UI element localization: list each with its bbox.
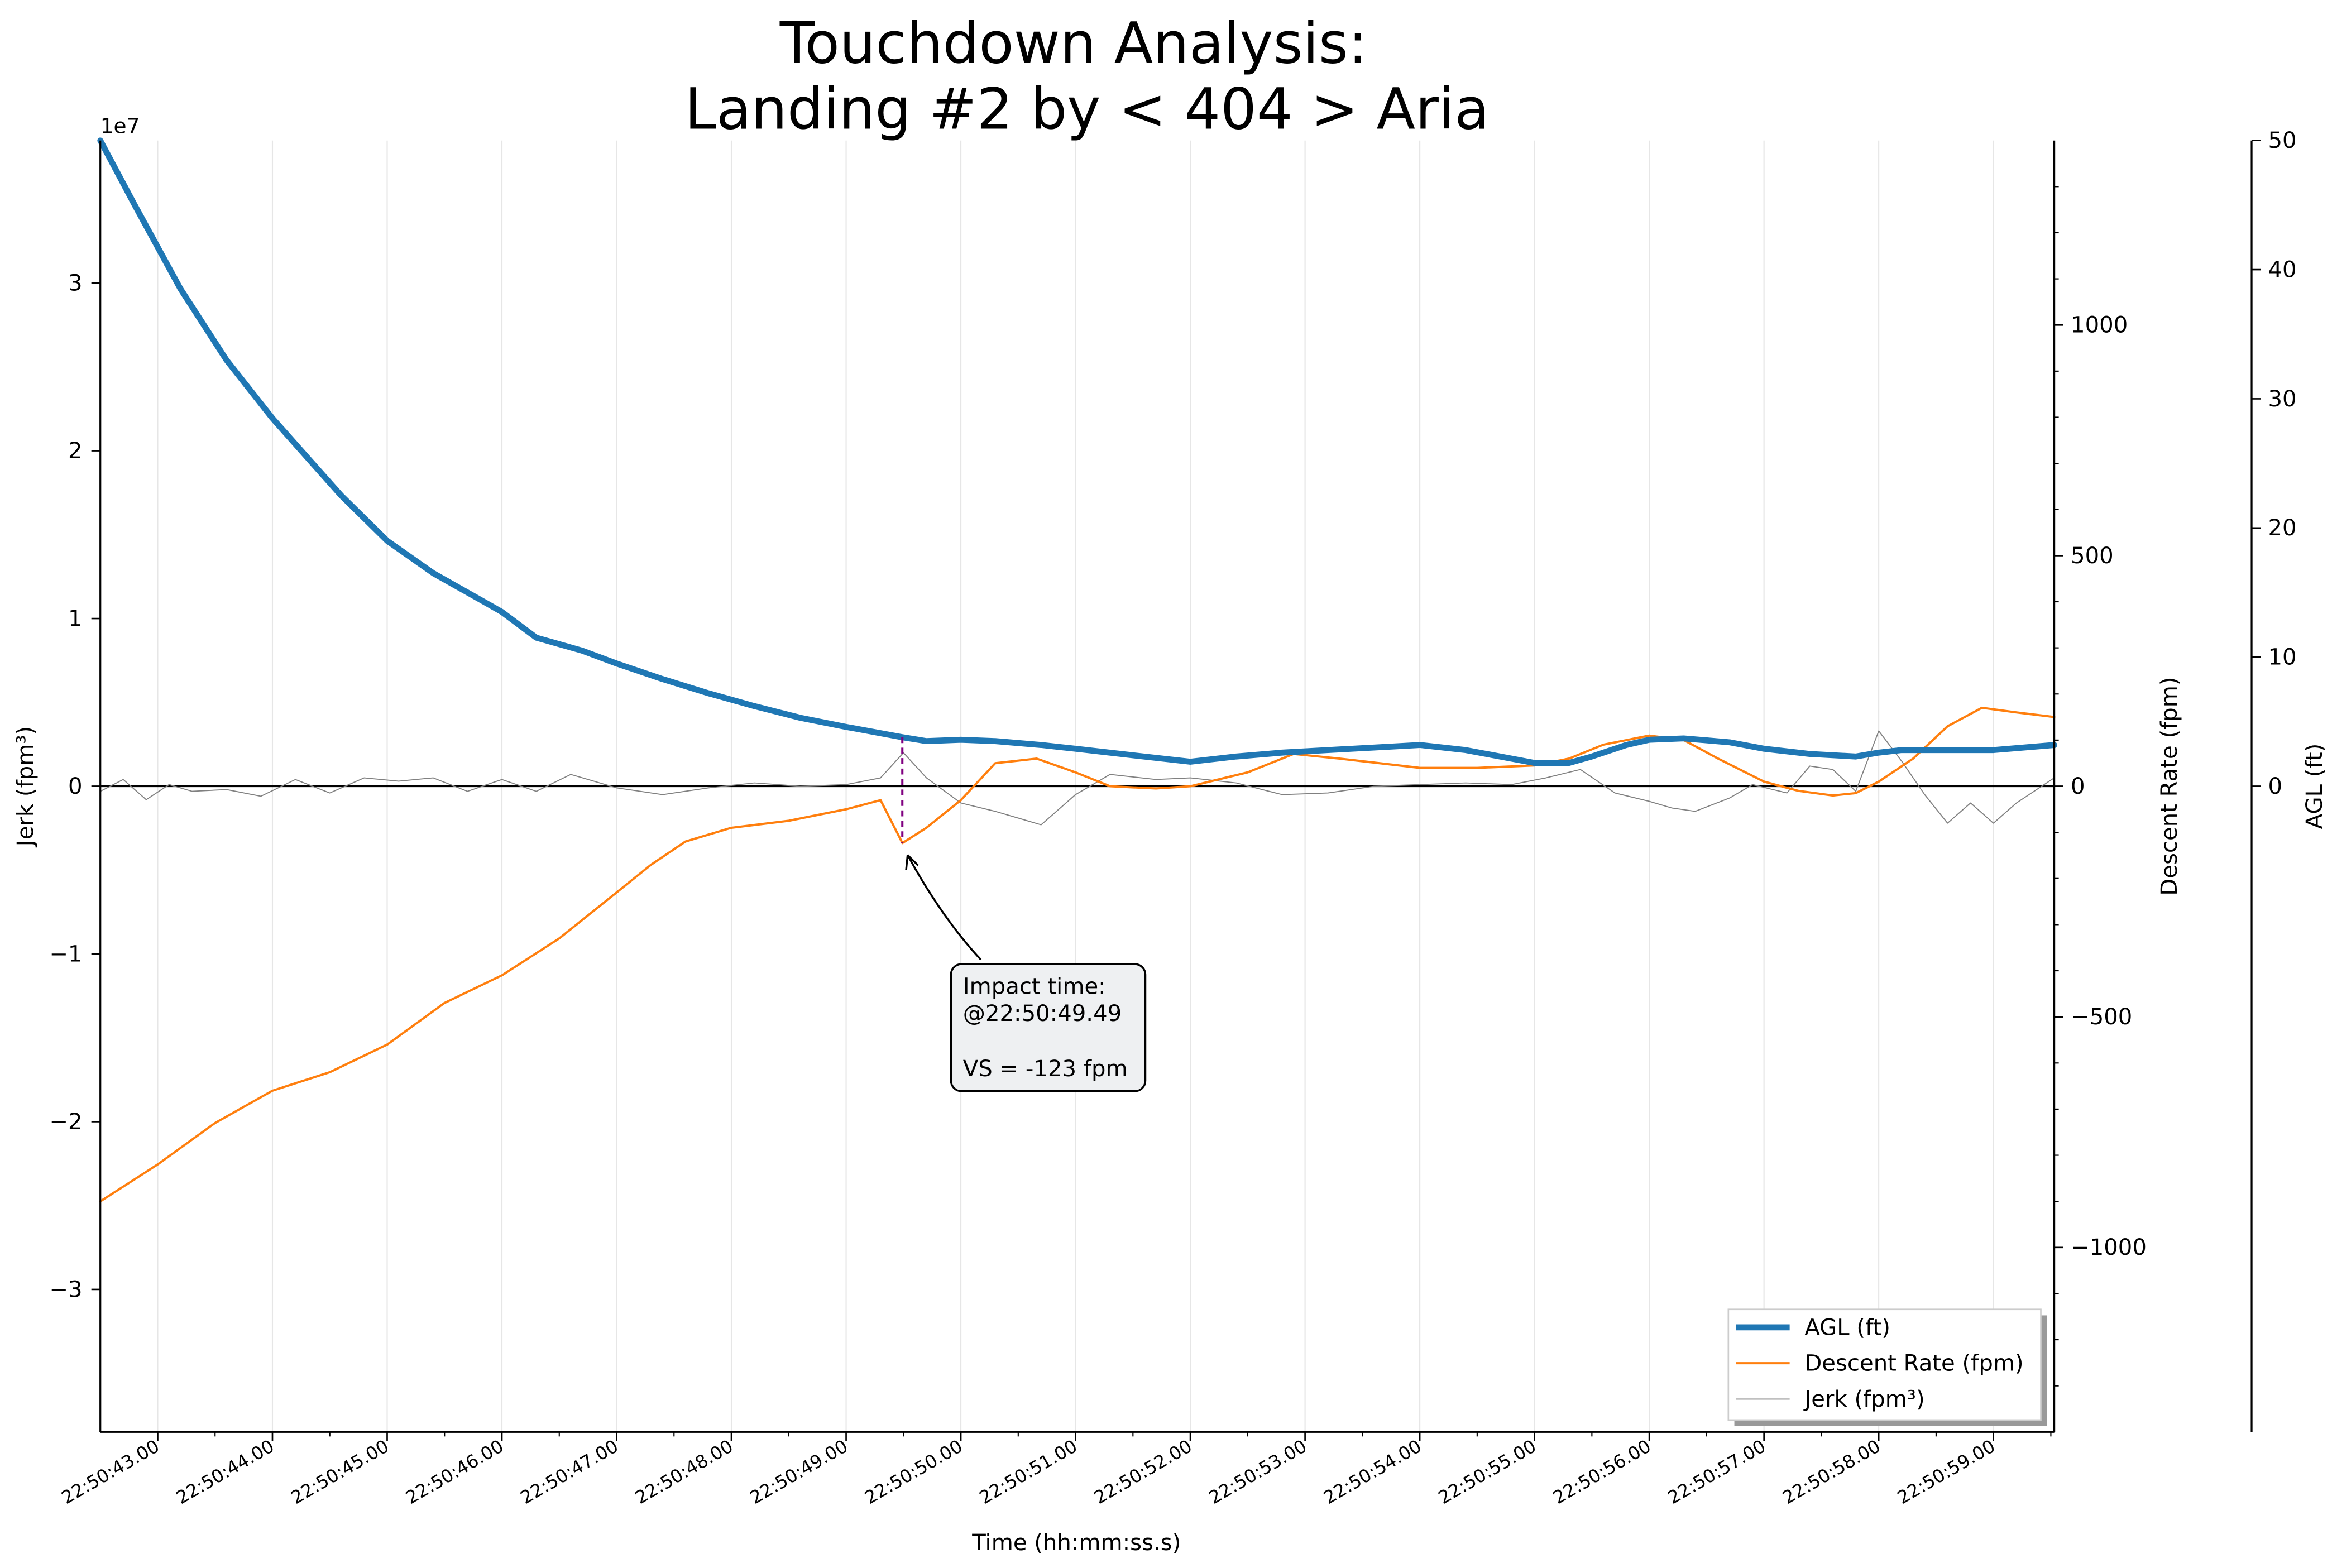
legend-label-descent: Descent Rate (fpm) <box>1804 1351 2023 1377</box>
descent-tick-label: 500 <box>2071 543 2114 569</box>
jerk-tick-label: −1 <box>49 941 82 967</box>
agl-axis-label: AGL (ft) <box>2302 744 2328 829</box>
x-tick-label: 22:50:48.00 <box>631 1435 736 1508</box>
x-tick-label: 22:50:55.00 <box>1435 1435 1540 1508</box>
axes-layer: 22:50:43.00 22:50:44.00 22:50:45.00 22:50:4… <box>49 128 2296 1508</box>
x-tick-label: 22:50:52.00 <box>1090 1435 1195 1508</box>
jerk-tick-label: 3 <box>68 270 83 296</box>
chart-title-line1: Touchdown Analysis: <box>779 10 1367 76</box>
x-tick-label: 22:50:56.00 <box>1549 1435 1654 1508</box>
x-tick-label: 22:50:59.00 <box>1894 1435 1999 1508</box>
impact-time: @22:50:49.49 <box>963 1001 1122 1027</box>
x-tick-label: 22:50:49.00 <box>746 1435 851 1508</box>
series-line-descent <box>99 706 2056 1203</box>
agl-tick-label: 10 <box>2268 645 2297 670</box>
jerk-tick-label: −3 <box>49 1277 82 1302</box>
jerk-tick-label: 1 <box>68 606 83 631</box>
jerk-axis-label: Jerk (fpm³) <box>13 726 39 848</box>
x-tick-label: 22:50:47.00 <box>517 1435 622 1508</box>
series-line-jerk <box>99 730 2055 826</box>
legend: AGL (ft) Descent Rate (fpm) Jerk (fpm³) <box>1727 1308 2047 1426</box>
legend-label-agl: AGL (ft) <box>1804 1315 1890 1340</box>
x-axis-label: Time (hh:mm:ss.s) <box>971 1530 1181 1556</box>
x-tick-label: 22:50:50.00 <box>861 1435 966 1508</box>
jerk-tick-label: −2 <box>49 1109 82 1135</box>
x-tick-label: 22:50:45.00 <box>288 1435 392 1508</box>
series-line-agl <box>97 137 2057 766</box>
agl-tick-label: 20 <box>2268 515 2297 541</box>
impact-box <box>950 963 1147 1092</box>
x-tick-label: 22:50:51.00 <box>976 1435 1081 1508</box>
chart-title-line2: Landing #2 by < 404 > Aria <box>685 76 1490 142</box>
descent-axis-label: Descent Rate (fpm) <box>2157 677 2182 895</box>
impact-arrowhead <box>905 854 919 870</box>
jerk-exponent-label: 1e7 <box>100 113 140 138</box>
x-tick-label: 22:50:54.00 <box>1320 1435 1425 1508</box>
agl-tick-label: 50 <box>2268 128 2297 154</box>
descent-tick-label: −500 <box>2071 1004 2132 1030</box>
impact-label: Impact time: <box>963 974 1106 1000</box>
x-tick-label: 22:50:46.00 <box>402 1435 507 1508</box>
agl-tick-label: 40 <box>2268 257 2297 282</box>
x-tick-label: 22:50:43.00 <box>58 1435 163 1508</box>
descent-tick-label: −1000 <box>2071 1235 2147 1260</box>
impact-arrow <box>907 854 982 961</box>
legend-label-jerk: Jerk (fpm³) <box>1803 1387 1924 1412</box>
x-tick-label: 22:50:53.00 <box>1205 1435 1310 1508</box>
series-layer <box>97 137 2057 1203</box>
jerk-tick-label: 2 <box>68 438 83 464</box>
x-tick-label: 22:50:44.00 <box>173 1435 277 1508</box>
descent-tick-label: 0 <box>2071 774 2085 799</box>
agl-tick-label: 30 <box>2268 386 2297 412</box>
x-tick-label: 22:50:57.00 <box>1664 1435 1769 1508</box>
impact-vs: VS = -123 fpm <box>963 1056 1128 1082</box>
impact-annotation: Impact time: @22:50:49.49 VS = -123 fpm <box>905 854 1147 1092</box>
agl-tick-label: 0 <box>2268 774 2283 799</box>
jerk-tick-label: 0 <box>68 774 83 799</box>
x-tick-label: 22:50:58.00 <box>1779 1435 1884 1508</box>
descent-tick-label: 1000 <box>2071 313 2128 338</box>
